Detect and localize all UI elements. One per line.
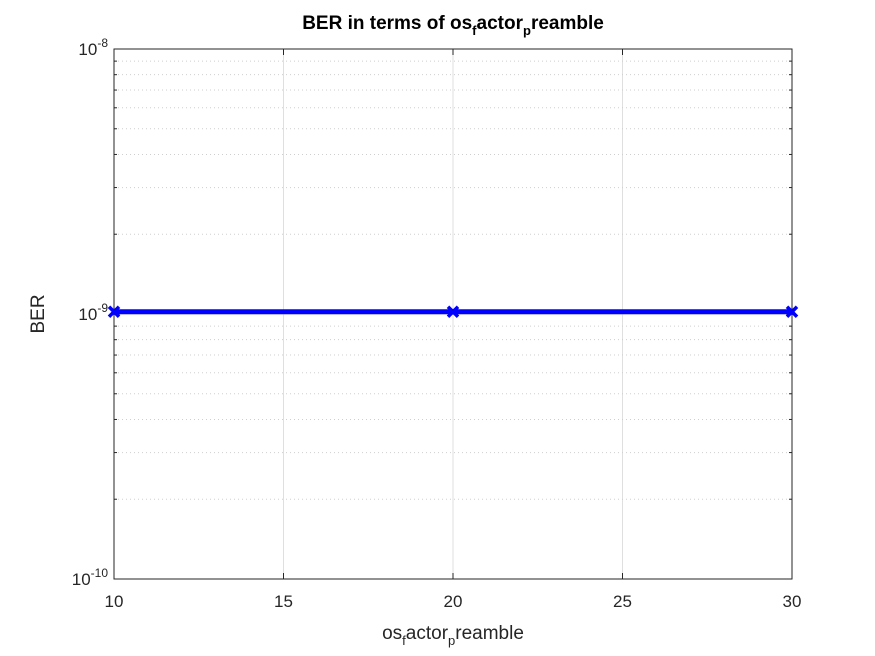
x-axis-label-end: reamble [455,623,524,644]
data-point-marker [785,305,799,318]
x-axis-label-sub1: f [402,633,406,648]
x-axis-label: osfactorpreamble [382,623,524,648]
y-tick-exponent: -8 [97,36,108,50]
y-tick-label: 10-9 [78,301,108,324]
data-point [107,305,121,318]
data-point [785,305,799,318]
chart-title: BER in terms of osfactorpreamble [302,13,604,38]
x-tick-label: 20 [444,592,463,611]
y-tick-exponent: -10 [91,566,109,580]
x-axis-label-mid: actor [406,623,449,644]
y-tick-label: 10-10 [72,566,109,589]
x-tick-label: 10 [105,592,124,611]
y-tick-base: 10 [72,570,91,589]
x-tick-label: 15 [274,592,293,611]
series-group [107,305,799,318]
y-tick-base: 10 [78,305,97,324]
chart-title-sub2: p [523,23,531,38]
y-tick-label: 10-8 [78,36,108,59]
x-axis-label-sub2: p [448,633,455,648]
data-point-marker [107,305,121,318]
y-tick-exponent: -9 [97,301,108,315]
data-point [446,305,460,318]
chart-title-sub1: f [472,23,477,38]
chart-title-mid: actor [477,13,524,34]
tick-marks [113,48,793,580]
x-axis-label-base: os [382,623,402,644]
data-point-marker [446,305,460,318]
x-tick-label: 25 [613,592,632,611]
y-tick-base: 10 [78,40,97,59]
y-axis-label: BER [28,294,49,333]
x-tick-label: 30 [783,592,802,611]
chart-title-base: BER in terms of os [302,13,472,34]
x-tick-labels: 10 15 20 25 30 [105,592,802,611]
chart-title-end: reamble [531,13,604,34]
